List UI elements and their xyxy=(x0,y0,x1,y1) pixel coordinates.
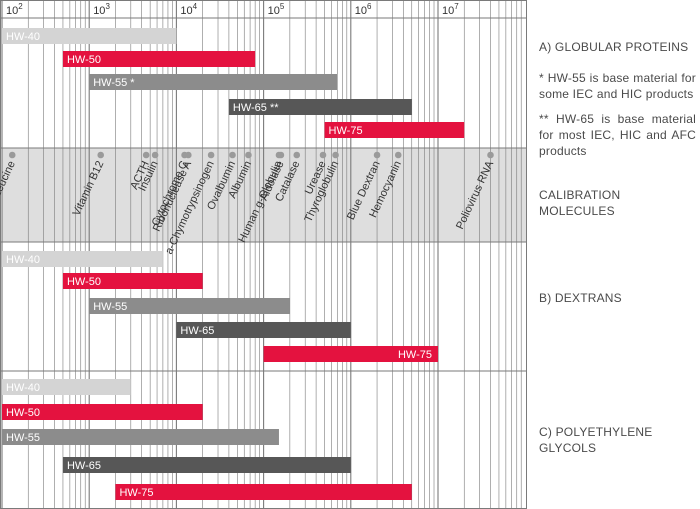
range-bar-label: HW-40 xyxy=(6,382,40,394)
x-tick-label: 103 xyxy=(93,2,110,17)
panel-label-polyethylene-glycols: C) POLYETHYLENE GLYCOLS xyxy=(539,425,653,455)
x-tick-exponent: 4 xyxy=(193,2,198,11)
range-bar-hw55 xyxy=(2,429,279,445)
calibration-label: CALIBRATION MOLECULES xyxy=(539,188,621,218)
note-hw65: ** HW-65 is base material for most IEC, … xyxy=(539,112,696,158)
x-tick-exponent: 2 xyxy=(18,2,23,11)
range-bar-label: HW-40 xyxy=(6,254,40,266)
panel-dextrans: HW-40 HW-50 HW-55 HW-65 HW-75 xyxy=(2,251,438,362)
calibration-dot xyxy=(293,151,301,159)
range-bar-label: HW-55 xyxy=(6,432,40,444)
x-tick-base: 10 xyxy=(6,5,18,17)
calibration-dot xyxy=(487,151,494,159)
x-tick-exponent: 3 xyxy=(105,2,110,11)
x-tick-base: 10 xyxy=(355,5,367,17)
range-bar-label: HW-75 xyxy=(329,125,363,137)
range-bar-label: HW-65 xyxy=(67,460,101,472)
calibration-dot xyxy=(319,151,327,159)
x-tick-label: 107 xyxy=(442,2,459,17)
range-bar-hw50 xyxy=(2,404,203,420)
calibration-dot xyxy=(8,151,16,159)
range-bar-hw65 xyxy=(228,99,412,115)
calibration-dot xyxy=(97,151,105,159)
calibration-dot xyxy=(207,151,215,159)
calibration-dot xyxy=(245,151,252,159)
calibration-dot xyxy=(229,151,236,159)
calibration-dot xyxy=(332,151,339,159)
x-tick-label: 106 xyxy=(355,2,372,17)
x-tick-exponent: 5 xyxy=(280,2,285,11)
x-tick-label: 105 xyxy=(268,2,285,17)
range-bar-label: HW-50 xyxy=(67,54,101,66)
range-bar-label: HW-65 ** xyxy=(233,102,279,114)
calibration-dot xyxy=(394,151,402,159)
note-hw55: * HW-55 is base material for some IEC an… xyxy=(539,71,696,101)
panel-polyethylene-glycols: HW-40 HW-50 HW-55 HW-65 HW-75 xyxy=(2,379,412,500)
range-bar-hw40 xyxy=(2,28,177,44)
calibration-dot xyxy=(151,151,159,159)
x-tick-base: 10 xyxy=(268,5,280,17)
calibration-dot xyxy=(373,151,381,159)
range-bar-label: HW-75 xyxy=(119,487,153,499)
x-tick-exponent: 6 xyxy=(367,2,372,11)
range-bar-hw75 xyxy=(324,122,465,138)
range-bar-hw65 xyxy=(62,457,351,473)
range-bar-hw75 xyxy=(115,484,412,500)
range-bar-label: HW-75 xyxy=(398,349,432,361)
calibration-dot xyxy=(142,151,150,159)
range-bar-label: HW-65 xyxy=(180,325,214,337)
range-bar-hw40 xyxy=(2,251,163,267)
panel-label-dextrans: B) DEXTRANS xyxy=(539,291,622,305)
calibration-dot xyxy=(185,151,192,159)
range-bar-hw50 xyxy=(62,273,203,289)
range-bar-label: HW-40 xyxy=(6,31,40,43)
range-bar-label: HW-55 * xyxy=(93,77,135,89)
calibration-dot xyxy=(277,151,285,159)
x-tick-exponent: 7 xyxy=(454,2,459,11)
range-bar-hw50 xyxy=(62,51,256,67)
x-tick-base: 10 xyxy=(93,5,105,17)
range-bar-hw75 xyxy=(263,346,438,362)
range-bar-label: HW-50 xyxy=(6,407,40,419)
panel-globular-proteins: HW-40 HW-50 HW-55 * HW-65 ** HW-75 xyxy=(2,28,465,138)
range-bar-hw55 xyxy=(89,298,290,314)
x-tick-base: 10 xyxy=(180,5,192,17)
x-tick-base: 10 xyxy=(442,5,454,17)
range-bar-hw65 xyxy=(176,322,351,338)
panel-label-globular-proteins: A) GLOBULAR PROTEINS xyxy=(539,40,689,54)
x-tick-label: 102 xyxy=(6,2,23,17)
range-bar-label: HW-55 xyxy=(93,301,127,313)
range-bar-hw55 xyxy=(89,74,338,90)
range-bar-label: HW-50 xyxy=(67,276,101,288)
range-bar-hw40 xyxy=(2,379,131,395)
x-tick-label: 104 xyxy=(180,2,197,17)
